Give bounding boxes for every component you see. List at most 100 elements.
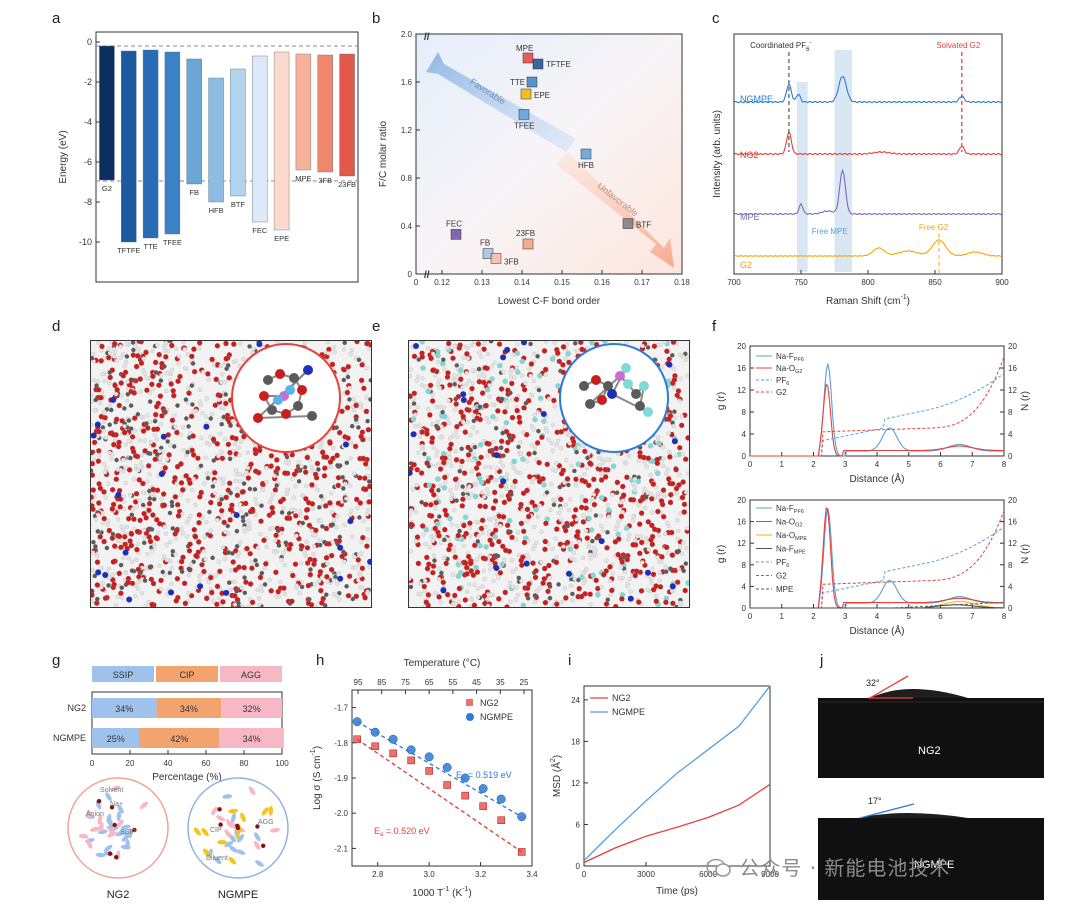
md-atom [536, 459, 542, 466]
md-atom [640, 560, 645, 565]
md-atom [182, 347, 187, 352]
schematic-ion [109, 805, 115, 810]
md-atom [667, 449, 672, 455]
md-atom [546, 437, 551, 442]
md-atom [486, 603, 491, 607]
md-atom [434, 423, 439, 429]
md-atom [603, 601, 610, 607]
md-atom [164, 542, 169, 547]
xtick-label-i: 3000 [637, 870, 655, 879]
md-atom [161, 554, 167, 559]
md-atom [501, 369, 506, 374]
md-atom [493, 553, 499, 558]
md-atom [269, 497, 274, 502]
md-atom [521, 430, 526, 435]
md-atom [550, 546, 555, 551]
md-atom [627, 532, 632, 537]
md-atom [247, 581, 254, 587]
md-atom [681, 501, 688, 507]
md-atom [322, 465, 328, 471]
point-NG2 [461, 791, 469, 800]
md-atom [134, 557, 139, 563]
sodium-ion [645, 569, 651, 576]
md-atom [566, 359, 572, 366]
md-atom [520, 456, 526, 462]
md-atom [459, 503, 466, 509]
md-atom [630, 541, 636, 548]
nr-G2 [750, 356, 1005, 457]
schematic-molecule [229, 845, 238, 853]
md-atom [434, 521, 440, 527]
md-atom [255, 588, 260, 593]
bar-value-label: 32% [243, 704, 261, 714]
md-atom [170, 526, 176, 531]
md-atom [278, 579, 283, 584]
xtick-label-b: 0.14 [514, 278, 530, 287]
md-atom [461, 522, 467, 529]
md-atom [121, 429, 128, 436]
md-atom [188, 592, 195, 599]
md-atom [420, 443, 425, 449]
md-atom [189, 353, 195, 360]
md-atom [119, 418, 125, 424]
md-atom [247, 486, 253, 492]
xtick-label-h: 3.2 [475, 870, 487, 879]
md-atom [243, 579, 249, 585]
contact-angle-photo-ng2: 32° NG2 [818, 672, 1044, 778]
md-atom [253, 497, 258, 502]
schematic-molecule [108, 819, 114, 830]
md-atom [120, 352, 125, 357]
toplabel-h: Temperature (°C) [404, 658, 481, 669]
ytick-right-label-f: 20 [1008, 496, 1017, 505]
schematic-molecule [222, 794, 233, 799]
md-atom [96, 341, 101, 345]
md-atom [252, 446, 258, 453]
sodium-ion [627, 595, 634, 602]
md-atom [426, 407, 431, 412]
schematic-ion [261, 843, 266, 848]
xtick-label-c: 750 [794, 278, 808, 287]
md-atom [472, 493, 479, 500]
md-atom [516, 575, 522, 581]
ytick-label-f: 20 [737, 342, 746, 351]
md-atom [569, 521, 575, 527]
point-label-BTF: BTF [636, 221, 651, 230]
md-atom [135, 353, 141, 359]
md-atom [247, 550, 253, 557]
md-atom [332, 518, 337, 523]
md-atom [514, 407, 520, 414]
ylabel-right-f: N (r) [1020, 391, 1031, 411]
md-atom [239, 509, 244, 514]
md-atom [486, 420, 491, 425]
md-atom [433, 506, 438, 511]
md-atom [520, 528, 527, 534]
md-atom [550, 448, 555, 453]
md-atom [361, 385, 367, 392]
md-atom [446, 546, 452, 553]
md-atom [572, 507, 579, 513]
md-atom [502, 547, 509, 553]
md-atom [336, 538, 342, 544]
sodium-ion [102, 572, 109, 578]
legend-label-f-lower: MPE [776, 585, 793, 594]
md-atom [544, 461, 550, 468]
md-atom [457, 468, 463, 474]
md-atom [502, 589, 509, 596]
md-atom [362, 475, 368, 481]
md-atom [509, 534, 515, 541]
md-atom [580, 494, 585, 500]
md-atom [344, 584, 349, 589]
md-atom [474, 569, 481, 575]
category-label-TFEE: TFEE [163, 238, 182, 247]
md-atom [240, 514, 246, 520]
md-atom [262, 566, 267, 571]
legend-label-f-lower: Na-FPF6 [776, 504, 804, 515]
md-atom [649, 533, 656, 540]
md-atom [146, 507, 152, 513]
md-atom [443, 560, 449, 567]
md-atom [536, 387, 542, 393]
md-atom [226, 580, 232, 586]
panel-label-j: j [820, 652, 824, 669]
md-atom [591, 476, 597, 483]
md-atom [186, 548, 193, 554]
